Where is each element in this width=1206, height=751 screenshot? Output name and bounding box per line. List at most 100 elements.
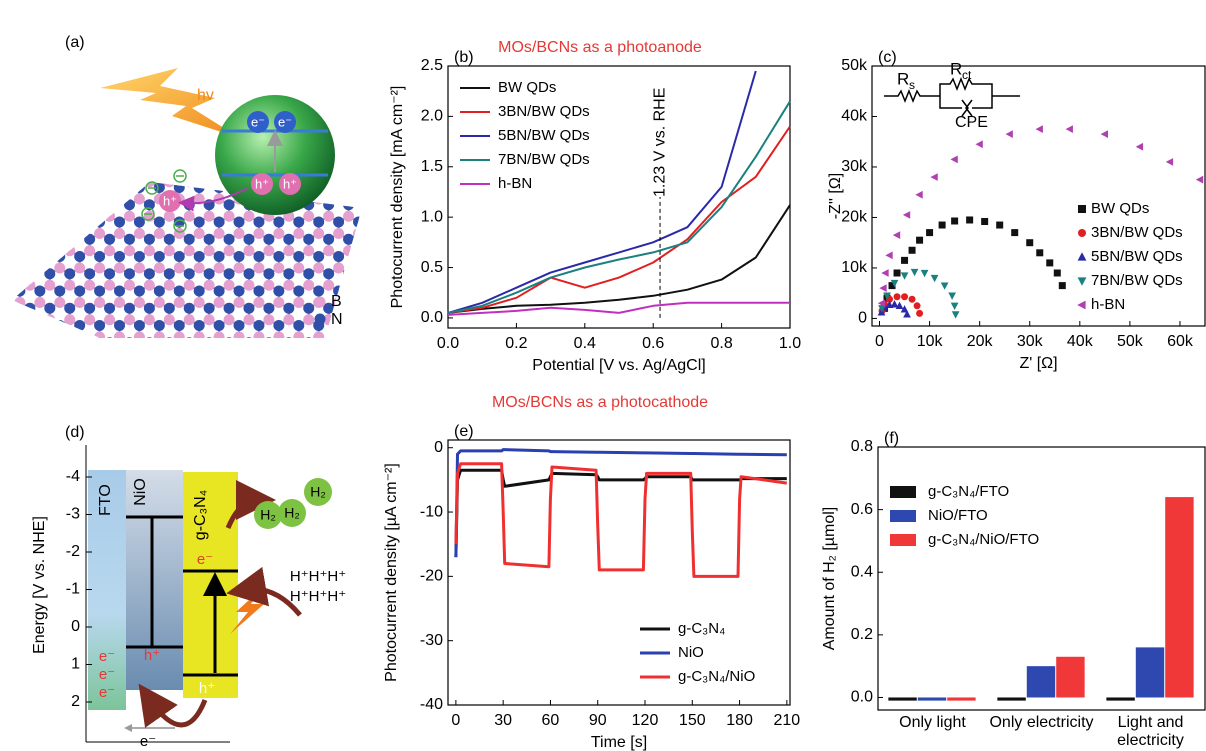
nitrogen-atom bbox=[12, 268, 16, 280]
nitrogen-atom bbox=[363, 234, 374, 245]
boron-atom bbox=[323, 210, 335, 222]
scatter-point bbox=[1035, 125, 1043, 133]
nitrogen-atom bbox=[353, 251, 362, 262]
boron-atom bbox=[193, 228, 205, 239]
boron-atom bbox=[303, 245, 315, 257]
nitrogen-atom bbox=[204, 165, 215, 176]
bar bbox=[1106, 697, 1135, 701]
hole-label: h⁺ bbox=[283, 176, 297, 191]
y-tick-label: 0.6 bbox=[851, 501, 873, 518]
scatter-point bbox=[881, 269, 889, 277]
nitrogen-atom bbox=[64, 302, 76, 314]
lattice-hex bbox=[28, 182, 51, 189]
lattice-hex bbox=[128, 335, 151, 338]
lattice-hex bbox=[40, 389, 60, 412]
lattice-hex bbox=[327, 335, 350, 338]
y-tick-label: 40k bbox=[841, 108, 868, 125]
boron-atom bbox=[283, 245, 295, 257]
hole-label: h⁺ bbox=[163, 193, 177, 208]
boron-atom bbox=[44, 314, 56, 326]
lattice-hex bbox=[347, 266, 362, 293]
legend-swatch bbox=[1078, 229, 1086, 237]
boron-atom bbox=[243, 245, 255, 257]
nitrogen-atom bbox=[193, 285, 205, 297]
lattice-hex bbox=[169, 406, 189, 429]
boron-atom bbox=[123, 314, 135, 326]
nitrogen-atom bbox=[34, 424, 45, 435]
scatter-point bbox=[938, 221, 946, 229]
proton-label: H⁺H⁺H⁺ bbox=[290, 568, 346, 585]
lattice-hex bbox=[149, 372, 169, 395]
lattice-hex bbox=[279, 354, 299, 377]
boron-atom bbox=[303, 210, 315, 222]
boron-atom bbox=[243, 383, 254, 394]
legend-label: 3BN/BW QDs bbox=[498, 103, 590, 120]
nitrogen-atom bbox=[84, 268, 96, 280]
lattice-hex bbox=[58, 215, 81, 241]
lattice-hex bbox=[388, 372, 408, 395]
nitrogen-atom bbox=[174, 355, 185, 366]
nitrogen-atom bbox=[313, 424, 324, 435]
nitrogen-atom bbox=[333, 355, 344, 366]
nitrogen-atom bbox=[303, 337, 315, 338]
boron-atom bbox=[74, 193, 86, 205]
lattice-hex bbox=[188, 182, 211, 189]
lattice-hex bbox=[108, 335, 131, 338]
lattice-hex bbox=[100, 354, 120, 377]
lattice-hex bbox=[357, 249, 362, 275]
scatter-point bbox=[908, 295, 916, 303]
boron-atom bbox=[333, 193, 345, 205]
lattice-hex bbox=[179, 389, 199, 412]
nitrogen-atom bbox=[343, 233, 355, 245]
lattice-hex bbox=[60, 354, 80, 377]
product-label: H₂ bbox=[260, 507, 276, 523]
nitrogen-atom bbox=[143, 268, 155, 280]
lattice-hex bbox=[80, 389, 100, 412]
nitrogen-atom bbox=[173, 285, 185, 297]
boron-atom bbox=[353, 262, 362, 274]
nitrogen-atom bbox=[183, 302, 195, 314]
boron-atom bbox=[0, 194, 6, 205]
nitrogen-atom bbox=[114, 216, 126, 228]
nitrogen-atom bbox=[153, 320, 165, 331]
lattice-hex bbox=[369, 268, 389, 291]
boron-atom bbox=[184, 383, 195, 394]
lattice-hex bbox=[159, 354, 179, 377]
nitrogen-atom bbox=[24, 233, 36, 245]
boron-atom bbox=[393, 366, 404, 377]
boron-atom bbox=[14, 297, 26, 308]
lattice-hex bbox=[267, 335, 290, 338]
nitrogen-atom bbox=[313, 216, 325, 228]
boron-atom bbox=[333, 228, 345, 239]
scatter-point bbox=[1195, 175, 1204, 184]
nitrogen-atom bbox=[343, 372, 354, 383]
nitrogen-atom bbox=[363, 268, 374, 279]
nitrogen-atom bbox=[214, 355, 225, 366]
lattice-hex bbox=[189, 406, 209, 429]
boron-atom bbox=[74, 366, 85, 377]
nitrogen-atom bbox=[234, 424, 245, 435]
boron-atom bbox=[214, 366, 225, 377]
lattice-hex bbox=[139, 354, 159, 377]
boron-atom bbox=[44, 418, 55, 429]
scatter-point bbox=[1026, 239, 1034, 247]
nitrogen-atom bbox=[323, 406, 334, 417]
circuit-label: s bbox=[909, 78, 915, 92]
boron-atom bbox=[143, 245, 155, 257]
lattice-hex bbox=[319, 354, 339, 377]
boron-atom bbox=[263, 418, 274, 429]
nitrogen-atom bbox=[293, 320, 305, 331]
lattice-hex bbox=[12, 284, 21, 310]
boron-atom bbox=[34, 228, 46, 239]
boron-atom bbox=[373, 366, 384, 377]
boron-atom bbox=[104, 279, 116, 291]
lattice-hex bbox=[249, 406, 269, 429]
scatter-point bbox=[913, 302, 921, 310]
lattice-hex bbox=[347, 301, 362, 327]
boron-atom bbox=[84, 279, 96, 291]
nitrogen-atom bbox=[114, 285, 126, 297]
x-tick-label: 30k bbox=[1017, 333, 1044, 350]
nitrogen-atom bbox=[133, 251, 145, 262]
light-bolt bbox=[100, 68, 240, 138]
nitrogen-atom bbox=[383, 337, 394, 348]
